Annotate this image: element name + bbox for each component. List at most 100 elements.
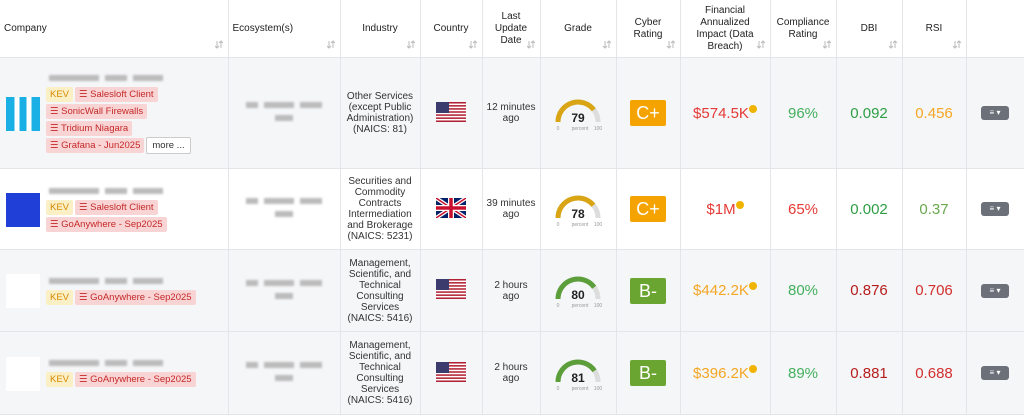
sort-icon[interactable] <box>666 40 675 49</box>
update-cell: 12 minutes ago <box>482 57 541 169</box>
dbi-cell: 0.092 <box>836 57 903 169</box>
tag-text: SonicWall Firewalls <box>61 105 144 117</box>
redacted-block <box>300 279 322 286</box>
column-title: Industry <box>362 22 398 34</box>
sort-icon[interactable] <box>756 40 765 49</box>
column-header: Compliance Rating <box>770 0 837 58</box>
industry-cell: Other Services (except Public Administra… <box>340 57 421 169</box>
tag-list: KEV ☰ Salesloft Client☰ SonicWall Firewal… <box>46 86 224 154</box>
company-name-redacted <box>46 186 224 199</box>
sort-icon[interactable] <box>822 40 831 49</box>
tag-text: GoAnywhere - Sep2025 <box>90 374 192 385</box>
company-logo <box>6 96 40 131</box>
info-icon[interactable] <box>735 200 744 209</box>
ecosystem-tag[interactable]: ☰ GoAnywhere - Sep2025 <box>75 289 196 305</box>
company-cell: KEV ☰ GoAnywhere - Sep2025 <box>0 249 229 332</box>
cyber-rating-cell: B- <box>616 249 681 332</box>
redacted-block <box>275 115 293 121</box>
redacted-block <box>300 362 322 368</box>
grade-cell: 78 0 percent 100 <box>540 168 617 250</box>
action-button[interactable]: ≡ ▾ <box>981 366 1009 380</box>
info-icon[interactable] <box>748 364 757 373</box>
rating-badge: C+ <box>630 196 666 222</box>
kev-tag: KEV <box>46 289 74 305</box>
tag-icon: ☰ <box>50 105 62 117</box>
action-button[interactable]: ≡ ▾ <box>981 202 1009 216</box>
gauge-value <box>555 99 596 122</box>
sort-icon[interactable] <box>526 40 535 49</box>
sort-icon[interactable] <box>888 40 897 49</box>
sort-icon[interactable] <box>602 40 611 49</box>
ecosystem-tag[interactable]: ☰ GoAnywhere - Sep2025 <box>46 216 167 232</box>
impact-value: $574.5K <box>693 104 749 122</box>
grade-cell: 80 0 percent 100 <box>540 249 617 332</box>
ecosystem-cell <box>228 168 341 250</box>
column-title: Cyber Rating <box>633 16 663 40</box>
ecosystem-tag[interactable]: ☰ Grafana - Jun2025 <box>46 137 145 153</box>
ecosystem-tag[interactable]: ☰ Salesloft Client <box>75 199 158 215</box>
update-cell: 2 hours ago <box>482 331 541 415</box>
action-button[interactable]: ≡ ▾ <box>981 106 1009 120</box>
grade-gauge: 79 0 percent 100 <box>555 99 602 132</box>
gauge-value <box>555 359 597 382</box>
ecosystem-cell <box>228 249 341 332</box>
tag-icon: ☰ <box>50 122 61 134</box>
more-button[interactable]: more ... <box>146 136 191 154</box>
column-header: Country <box>420 0 483 58</box>
redacted-block <box>49 277 99 284</box>
sort-icon[interactable] <box>214 40 223 49</box>
redacted-block <box>133 360 163 366</box>
table-row: KEV ☰ GoAnywhere - Sep2025 Management, Sci… <box>0 249 1024 332</box>
grade-gauge: 78 0 percent 100 <box>555 195 602 228</box>
company-logo <box>6 274 40 308</box>
redacted-block <box>275 375 293 381</box>
company-logo <box>6 192 40 227</box>
tag-text: GoAnywhere - Sep2025 <box>61 218 163 230</box>
column-header: Ecosystem(s) <box>228 0 341 58</box>
info-icon[interactable] <box>748 282 757 290</box>
ecosystem-tag[interactable]: ☰ Tridium Niagara <box>46 120 133 136</box>
industry-cell: Management, Scientific, and Technical Co… <box>340 249 421 332</box>
tag-icon: ☰ <box>50 139 62 151</box>
ecosystem-tag[interactable]: ☰ GoAnywhere - Sep2025 <box>75 372 196 387</box>
country-cell <box>420 168 483 250</box>
redacted-block <box>300 102 322 108</box>
ecosystem-tag[interactable]: ☰ SonicWall Firewalls <box>46 103 148 119</box>
gauge-label: percent <box>572 303 589 309</box>
redacted-block <box>300 198 322 204</box>
info-icon[interactable] <box>748 104 757 113</box>
compliance-cell: 65% <box>770 168 837 250</box>
gauge-label: percent <box>572 386 589 392</box>
cyber-rating-cell: C+ <box>616 168 681 250</box>
rsi-cell: 0.688 <box>902 331 967 415</box>
sort-icon[interactable] <box>406 40 415 49</box>
sort-icon[interactable] <box>468 40 477 49</box>
cyber-rating-cell: C+ <box>616 57 681 169</box>
gauge-min: 0 <box>557 126 560 132</box>
redacted-block <box>246 102 258 108</box>
gauge-min: 0 <box>557 303 560 309</box>
sort-icon[interactable] <box>952 40 961 49</box>
compliance-cell: 89% <box>770 331 837 415</box>
tag-icon: ☰ <box>79 201 91 213</box>
impact-value: $442.2K <box>693 282 749 299</box>
gauge-min: 0 <box>557 386 560 392</box>
gauge-max: 100 <box>594 303 603 309</box>
action-button[interactable]: ≡ ▾ <box>981 283 1009 298</box>
grade-cell: 81 0 percent 100 <box>540 331 617 415</box>
impact-cell: $1M <box>680 168 771 250</box>
table-body: KEV ☰ Salesloft Client☰ SonicWall Firewal… <box>0 57 1024 415</box>
header-row: Company Ecosystem(s) Industry Country Last U… <box>0 0 1024 58</box>
action-cell: ≡ ▾ <box>966 331 1024 415</box>
impact-cell: $574.5K <box>680 57 771 169</box>
column-header: Grade <box>540 0 617 58</box>
company-name-redacted <box>46 358 224 371</box>
column-title: Compliance Rating <box>776 16 830 40</box>
table-row: KEV ☰ GoAnywhere - Sep2025 Management, Sci… <box>0 331 1024 415</box>
column-title: Company <box>4 22 47 34</box>
column-title: Last Update Date <box>494 10 528 46</box>
company-logo <box>6 356 40 391</box>
ecosystem-tag[interactable]: ☰ Salesloft Client <box>75 86 158 102</box>
redacted-block <box>105 74 127 81</box>
sort-icon[interactable] <box>326 40 335 49</box>
